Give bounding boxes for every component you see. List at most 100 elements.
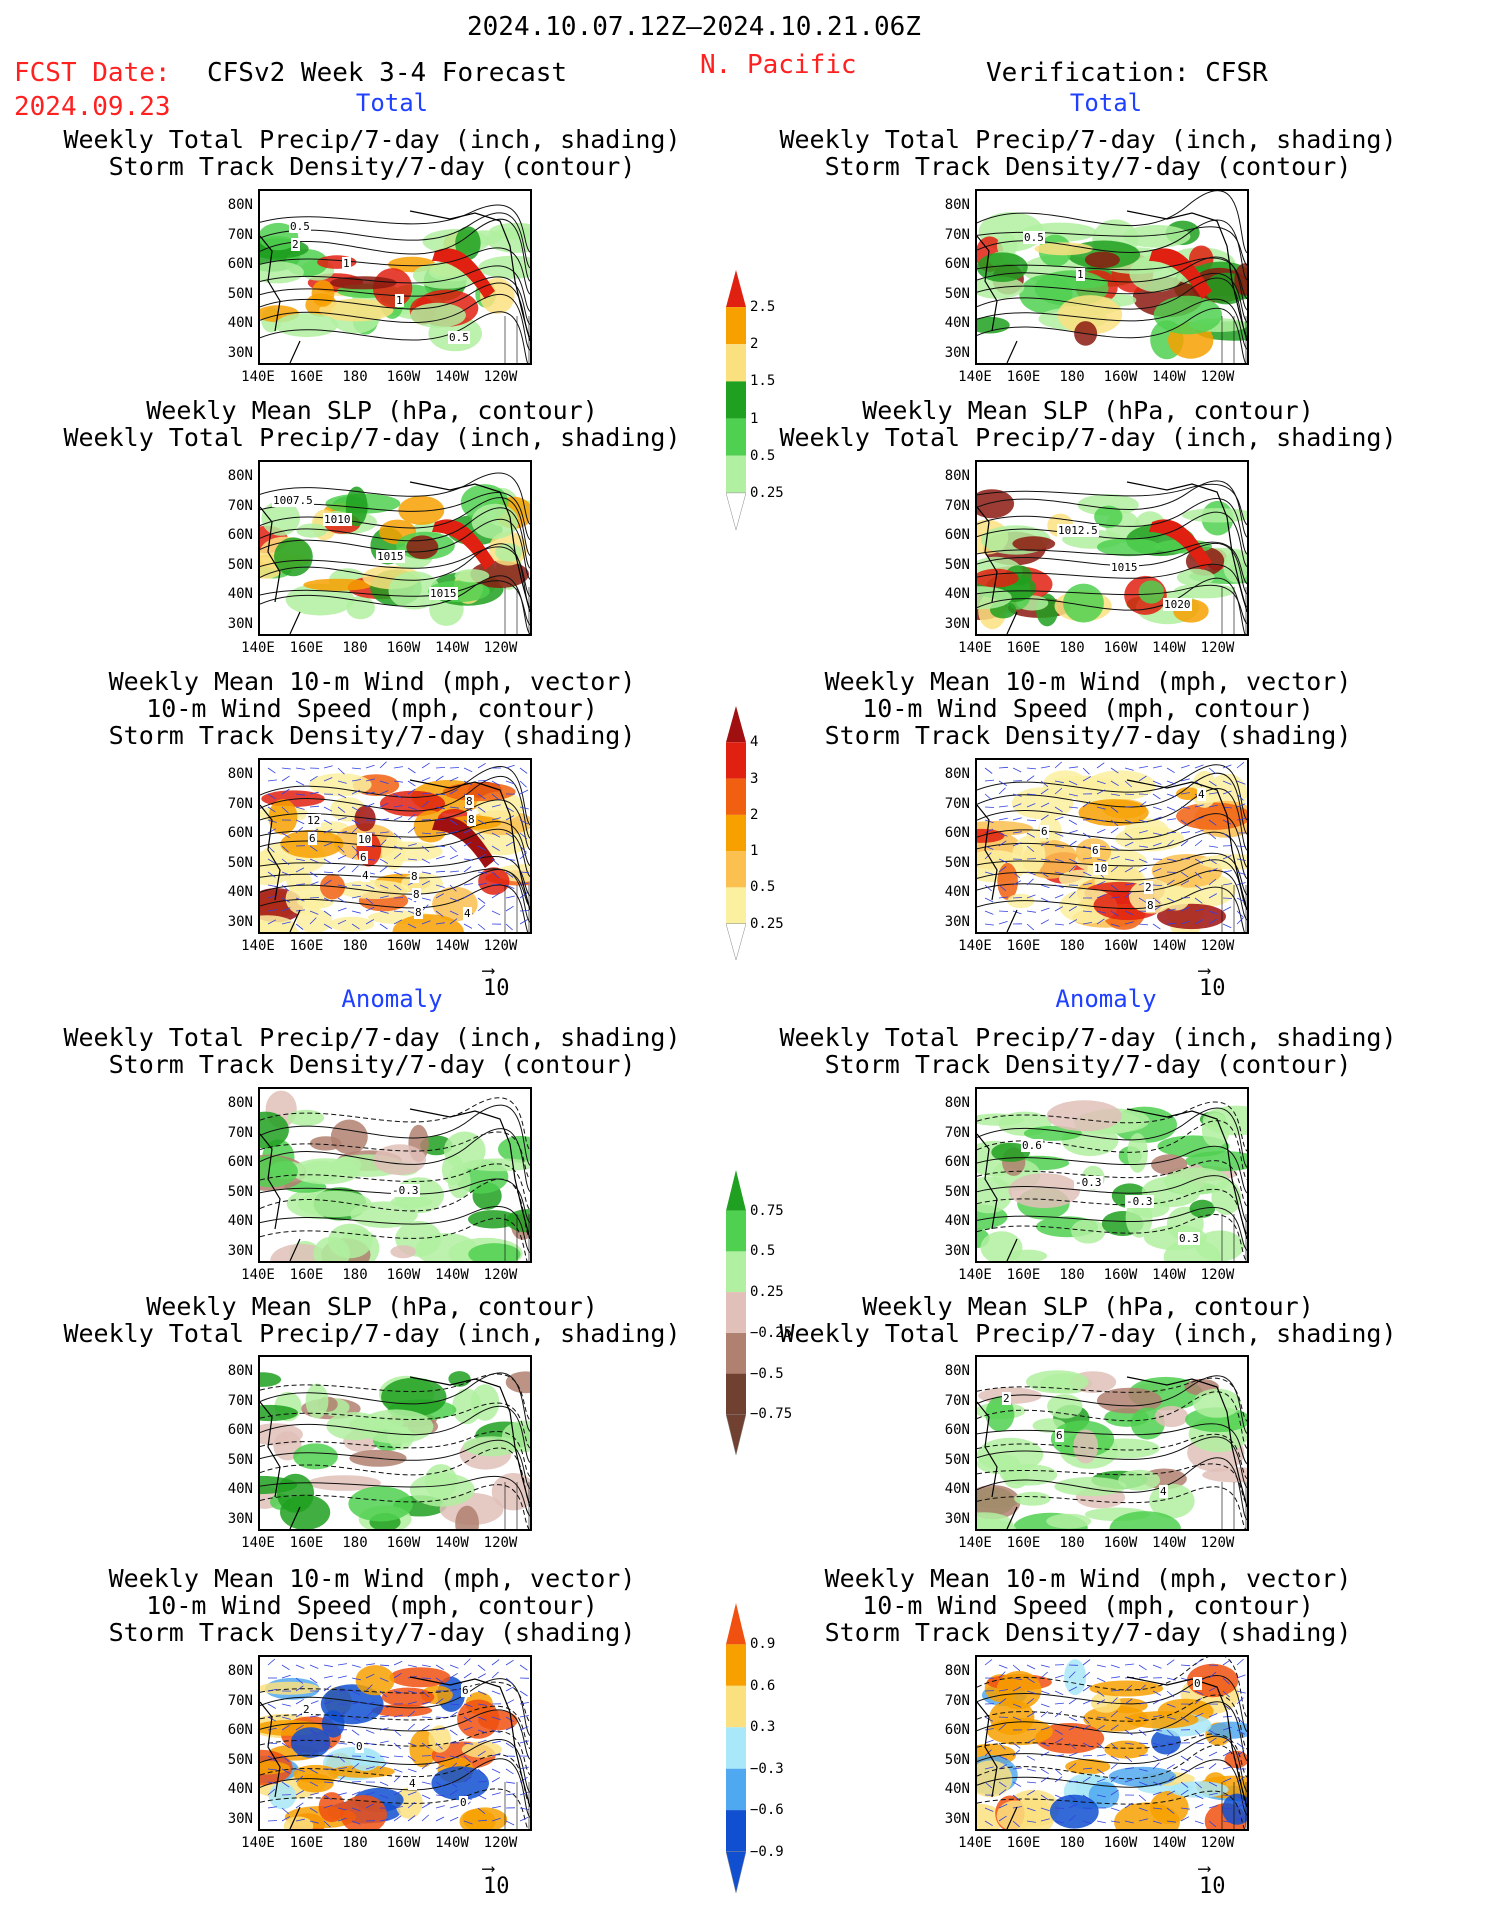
- wind-vector: [337, 1775, 345, 1783]
- wind-vector: [1180, 819, 1189, 826]
- lat-tick-label: 70N: [944, 226, 970, 243]
- map-panel: 0.5 1 1 0.5 2: [258, 189, 532, 365]
- wind-vector: [505, 884, 515, 889]
- wind-vector: [998, 884, 1007, 892]
- wind-vector: [351, 910, 361, 914]
- wind-vector: [1194, 897, 1203, 904]
- lon-tick-label: 120W: [1200, 640, 1235, 656]
- lat-tick-label: 60N: [227, 1154, 253, 1170]
- colorbar-segment: [726, 742, 746, 779]
- wind-vector: [1026, 1807, 1036, 1812]
- wind-vector: [1110, 865, 1119, 873]
- wind-vector: [1110, 793, 1120, 796]
- contour-label: 1: [395, 294, 404, 307]
- lat-tick-label: 50N: [944, 556, 970, 573]
- wind-vector: [505, 832, 514, 838]
- wind-vector: [998, 1689, 1008, 1692]
- wind-vector: [998, 832, 1008, 837]
- wind-vector: [407, 1801, 416, 1809]
- lat-tick-label: 60N: [944, 825, 970, 841]
- shaded-region: [491, 1473, 530, 1511]
- shaded-region: [333, 1156, 362, 1174]
- wind-vector: [1208, 858, 1217, 865]
- colorbar-label: 2: [750, 806, 759, 823]
- contour-label: 0.6: [1021, 1139, 1043, 1152]
- wind-vector: [1138, 819, 1148, 823]
- lon-tick-label: 140E: [241, 1267, 275, 1283]
- wind-vector: [1054, 1754, 1064, 1757]
- shaded-region: [293, 1443, 338, 1470]
- wind-vector: [1194, 1712, 1204, 1718]
- coastline: [260, 1108, 530, 1261]
- lat-tick-label: 60N: [944, 527, 970, 543]
- wind-vector: [519, 852, 527, 860]
- lat-tick-label: 50N: [944, 1751, 970, 1768]
- wind-vector: [1236, 761, 1245, 769]
- lat-tick-label: 50N: [227, 1451, 253, 1468]
- wind-vector: [477, 832, 485, 840]
- wind-vector: [365, 1673, 375, 1679]
- wind-vector: [1068, 1686, 1078, 1692]
- map-panel: [258, 1355, 532, 1531]
- wind-vector: [1236, 858, 1246, 861]
- wind-vector: [1054, 761, 1062, 769]
- lat-tick-label: 60N: [944, 1154, 970, 1170]
- wind-vector: [435, 893, 444, 899]
- wind-vector: [491, 1806, 501, 1809]
- wind-vector: [1208, 1805, 1218, 1809]
- wind-vector: [449, 767, 460, 769]
- wind-vector: [1040, 897, 1050, 903]
- wind-vector: [1208, 792, 1218, 795]
- shaded-region: [354, 805, 376, 832]
- wind-vector: [1138, 1754, 1148, 1757]
- wind-vector: [505, 764, 515, 769]
- panel-title-line: Storm Track Density/7-day (shading): [824, 721, 1352, 750]
- wind-vector: [1110, 1724, 1119, 1731]
- wind-vector: [393, 1690, 403, 1694]
- wind-vector: [1236, 1815, 1245, 1822]
- wind-vector: [267, 845, 275, 853]
- wind-vector: [1208, 868, 1218, 873]
- wind-vector: [463, 893, 473, 899]
- shaded-region: [1047, 1394, 1083, 1419]
- panel-title-line: Weekly Mean SLP (hPa, contour): [146, 1292, 598, 1321]
- coastline: [977, 1676, 1247, 1829]
- wind-vector: [407, 1723, 415, 1731]
- wind-vector: [1166, 831, 1177, 834]
- colorbar-cap: [726, 492, 746, 530]
- contour-line: [977, 483, 1247, 526]
- coastline: [977, 779, 1247, 932]
- lon-tick-label: 160E: [289, 640, 324, 656]
- colorbar-label: 0.5: [750, 1243, 776, 1260]
- wind-vector: [1166, 1790, 1176, 1796]
- wind-vector: [1208, 804, 1218, 808]
- wind-vector: [379, 1762, 388, 1770]
- wind-vector: [435, 845, 446, 848]
- lon-tick-label: 160W: [1103, 1267, 1138, 1283]
- shaded-region: [355, 1665, 395, 1696]
- colorbar-label: 1: [750, 410, 759, 427]
- shaded-region: [410, 302, 466, 328]
- wind-vector: [1096, 1690, 1105, 1697]
- wind-vector: [1110, 884, 1119, 891]
- map-field: [260, 1371, 530, 1529]
- panel-title-line: Weekly Total Precip/7-day (inch, shading…: [779, 1023, 1397, 1052]
- wind-vector: [1124, 882, 1134, 886]
- wind-vector: [1236, 1674, 1246, 1679]
- lat-tick-label: 30N: [227, 1510, 253, 1527]
- contour-line: [260, 765, 530, 826]
- shaded-region: [1193, 1388, 1241, 1418]
- colorbar-segment: [726, 1685, 746, 1728]
- lon-tick-label: 160W: [386, 1267, 421, 1283]
- wind-vector: [267, 1688, 277, 1692]
- contour-line: [260, 293, 530, 351]
- contour-line: [977, 852, 1247, 896]
- lat-tick-label: 80N: [227, 1095, 253, 1111]
- shaded-region: [330, 1765, 395, 1778]
- colorbar-segment: [726, 1768, 746, 1811]
- shaded-region: [1104, 1740, 1148, 1759]
- wind-vector: [1138, 801, 1147, 808]
- shaded-region: [260, 261, 304, 284]
- map-panel: 0: [975, 1655, 1249, 1831]
- wind-vector: [309, 917, 317, 925]
